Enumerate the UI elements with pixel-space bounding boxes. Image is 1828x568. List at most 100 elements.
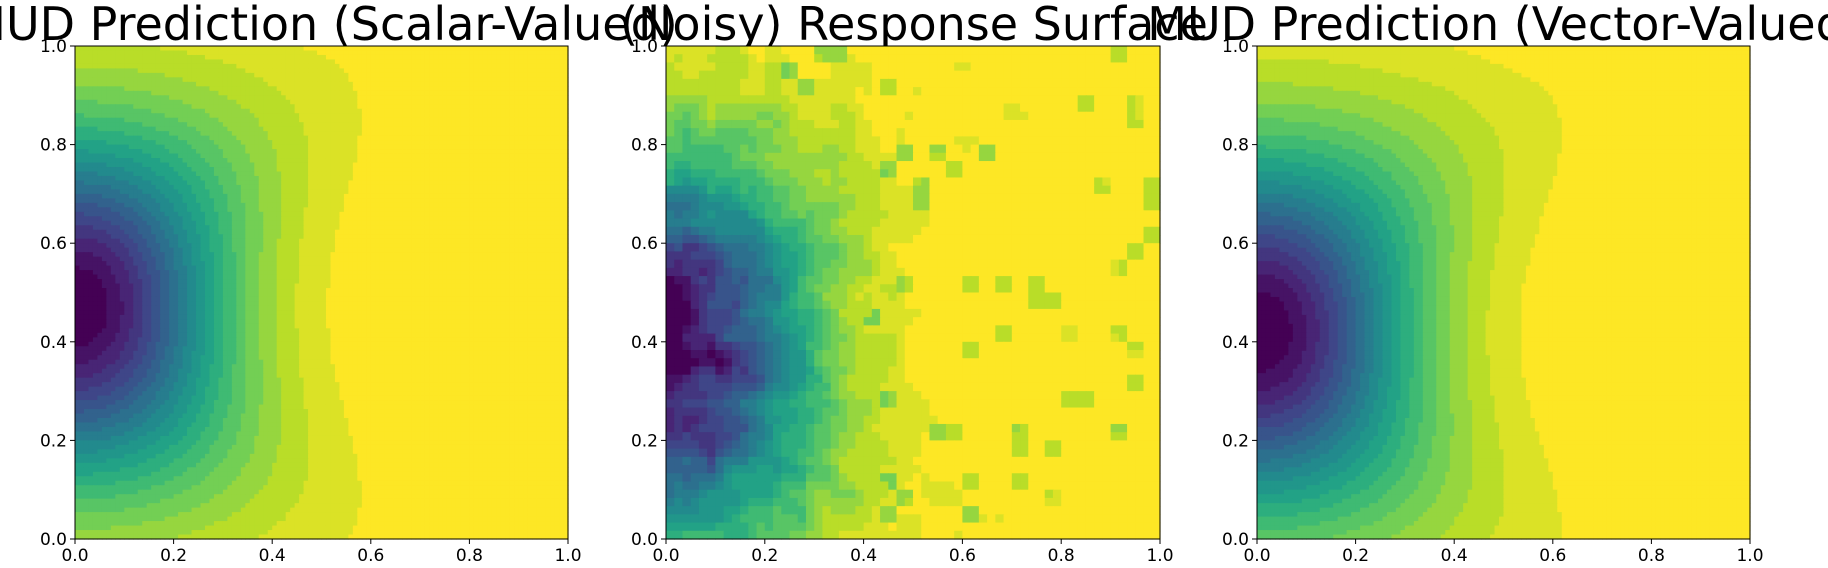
heatmap-cell [514,122,520,128]
heatmap-cell [321,193,327,199]
heatmap-cell [375,158,381,164]
heatmap-cell [424,234,430,240]
heatmap-cell [196,234,202,240]
heatmap-cell [308,220,314,226]
heatmap-cell [563,202,569,208]
heatmap-cell [460,229,466,235]
heatmap-cell [254,54,260,61]
heatmap-cell [348,104,354,110]
heatmap-cell [482,72,488,78]
heatmap-cell [317,117,323,123]
heatmap-cell [151,99,157,105]
heatmap-cell [317,59,323,65]
heatmap-cell [527,126,533,132]
heatmap-cell [137,104,143,110]
heatmap-cell [429,72,435,78]
heatmap-cell [75,131,81,137]
heatmap-cell [321,243,327,249]
heatmap-cell [487,122,493,128]
heatmap-cell [361,243,367,249]
heatmap-cell [460,216,466,222]
heatmap-cell [155,59,161,65]
heatmap-cell [496,77,502,83]
heatmap-cell [550,149,556,155]
heatmap-cell [393,68,399,74]
heatmap-cell [317,144,323,150]
heatmap-cell [541,95,547,101]
heatmap-cell [115,220,121,226]
heatmap-cell [482,54,488,61]
heatmap-cell [370,153,376,159]
heatmap-cell [406,131,412,137]
heatmap-cell [254,131,260,137]
heatmap-cell [97,149,103,155]
heatmap-cell [231,193,237,199]
heatmap-cell [196,238,202,244]
heatmap-cell [187,198,193,204]
heatmap-cell [106,72,112,78]
heatmap-cell [420,198,426,204]
heatmap-cell [384,59,390,65]
heatmap-cell [460,86,466,92]
heatmap-cell [308,211,314,217]
heatmap-cell [429,113,435,119]
heatmap-cell [187,189,193,195]
heatmap-cell [258,131,264,137]
heatmap-cell [370,95,376,101]
heatmap-cell [124,216,130,222]
heatmap-cell [204,229,211,235]
heatmap-cell [317,122,323,128]
heatmap-cell [276,117,282,123]
heatmap-cell [137,122,143,128]
heatmap-cell [536,122,542,128]
heatmap-cell [236,126,242,132]
heatmap-cell [469,86,475,92]
heatmap-cell [196,126,202,132]
heatmap-cell [509,113,515,119]
heatmap-cell [272,243,278,249]
heatmap-cell [541,229,547,235]
heatmap-cell [563,81,569,87]
heatmap-cell [500,86,506,92]
heatmap-cell [281,117,287,123]
heatmap-cell [491,189,497,195]
heatmap-cell [142,229,148,235]
heatmap-cell [249,108,255,114]
heatmap-cell [178,95,184,101]
heatmap-cell [339,131,345,137]
heatmap-cell [442,153,448,159]
heatmap-cell [128,54,134,61]
heatmap-cell [433,216,439,222]
heatmap-cell [276,234,282,240]
heatmap-cell [541,243,547,249]
heatmap-cell [169,171,175,177]
heatmap-cell [249,171,255,177]
heatmap-cell [366,86,372,92]
heatmap-cell [258,81,264,87]
heatmap-cell [254,167,260,173]
heatmap-cell [142,175,148,182]
heatmap-cell [101,95,107,101]
heatmap-cell [88,86,94,92]
heatmap-cell [384,180,390,186]
heatmap-cell [563,46,569,52]
heatmap-cell [128,175,134,182]
heatmap-cell [455,189,462,195]
heatmap-cell [294,171,300,177]
heatmap-cell [92,220,99,226]
heatmap-cell [137,144,143,150]
heatmap-cell [370,135,376,141]
heatmap-cell [267,126,273,132]
heatmap-cell [249,95,255,101]
heatmap-cell [88,193,94,199]
heatmap-cell [384,149,390,155]
heatmap-cell [366,167,372,173]
heatmap-cell [115,122,121,128]
heatmap-cell [357,184,363,191]
heatmap-cell [532,126,538,132]
heatmap-cell [231,207,237,213]
heatmap-cell [500,220,506,226]
heatmap-cell [536,99,542,105]
heatmap-cell [464,162,470,168]
heatmap-cell [182,189,188,195]
